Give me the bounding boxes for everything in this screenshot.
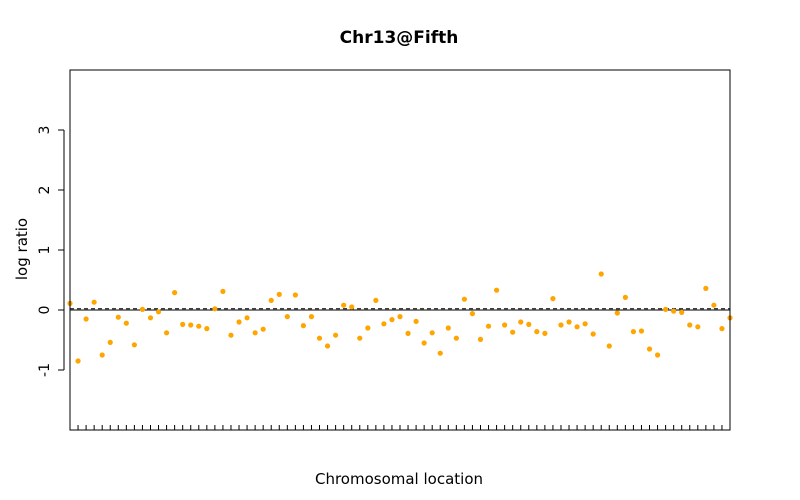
chart-title: Chr13@Fifth — [340, 28, 459, 48]
data-point — [252, 330, 258, 336]
y-axis-label: log ratio — [13, 218, 31, 280]
data-point — [711, 302, 717, 308]
data-point — [308, 314, 315, 320]
data-point — [510, 329, 516, 335]
data-point — [244, 315, 250, 321]
data-point — [429, 330, 435, 336]
data-point — [139, 306, 146, 312]
data-point — [703, 285, 709, 291]
y-tick-label: 2 — [37, 186, 53, 195]
data-point — [196, 323, 202, 329]
data-point — [445, 325, 451, 331]
data-point — [654, 352, 661, 358]
y-tick-label: 3 — [37, 126, 53, 135]
data-point — [550, 296, 556, 302]
data-point — [300, 323, 307, 329]
data-point — [172, 290, 178, 296]
data-point — [365, 325, 371, 331]
data-point — [590, 331, 596, 337]
data-point — [526, 321, 532, 327]
data-point — [115, 314, 121, 320]
data-point — [91, 299, 97, 305]
data-point — [518, 319, 524, 325]
data-point — [357, 335, 363, 341]
data-point — [333, 332, 339, 338]
data-point — [228, 332, 234, 338]
y-tick-label: 1 — [37, 246, 53, 255]
data-point — [421, 340, 427, 346]
data-point — [381, 321, 387, 327]
x-axis-ticks — [69, 425, 731, 430]
data-point — [638, 328, 645, 334]
data-point — [679, 309, 685, 315]
data-point — [630, 329, 637, 335]
data-point — [646, 346, 653, 352]
data-point — [461, 296, 467, 302]
y-axis: -1 0 1 2 3 — [37, 126, 65, 377]
data-point — [99, 352, 105, 358]
data-point — [147, 315, 154, 321]
data-point — [469, 311, 476, 317]
data-point — [163, 330, 170, 336]
data-point — [324, 343, 331, 349]
data-point — [542, 330, 548, 336]
data-point — [437, 350, 443, 356]
data-point — [123, 320, 129, 326]
data-point — [534, 329, 540, 335]
data-point — [558, 322, 564, 328]
y-tick-label: 0 — [37, 306, 53, 315]
data-point — [260, 326, 266, 332]
x-axis-label: Chromosomal location — [315, 470, 483, 488]
data-point — [155, 309, 162, 315]
data-point — [582, 321, 588, 327]
data-point — [268, 297, 274, 303]
data-point — [687, 322, 693, 328]
data-point — [75, 358, 81, 364]
reference-lines — [70, 308, 730, 311]
data-point — [204, 326, 210, 332]
data-point — [284, 314, 290, 320]
data-point — [566, 319, 572, 325]
y-tick-label: -1 — [37, 363, 53, 377]
data-point — [606, 343, 612, 349]
data-point — [502, 322, 508, 328]
data-point — [405, 330, 411, 336]
data-point — [131, 342, 137, 348]
data-point — [453, 335, 459, 341]
data-point — [574, 324, 580, 330]
data-point — [397, 314, 403, 320]
data-point — [477, 336, 484, 342]
data-point — [83, 316, 89, 322]
data-point — [389, 317, 395, 323]
data-point — [485, 323, 492, 329]
data-point — [220, 288, 226, 294]
data-point — [413, 318, 419, 324]
data-point — [316, 335, 323, 341]
data-points — [67, 271, 733, 364]
data-point — [236, 319, 242, 325]
data-point — [188, 322, 194, 328]
data-point — [622, 294, 628, 300]
data-point — [292, 292, 298, 298]
data-point — [373, 297, 379, 303]
data-point — [671, 308, 677, 314]
data-point — [695, 324, 701, 330]
data-point — [598, 271, 604, 277]
plot-frame — [69, 69, 731, 431]
data-point — [341, 302, 347, 308]
data-point — [349, 304, 355, 310]
data-point — [719, 326, 725, 332]
data-point — [212, 306, 218, 312]
data-point — [493, 287, 500, 293]
data-point — [107, 339, 113, 345]
data-point — [180, 321, 186, 327]
data-point — [663, 306, 669, 312]
data-point — [614, 310, 620, 316]
data-point — [276, 291, 282, 297]
